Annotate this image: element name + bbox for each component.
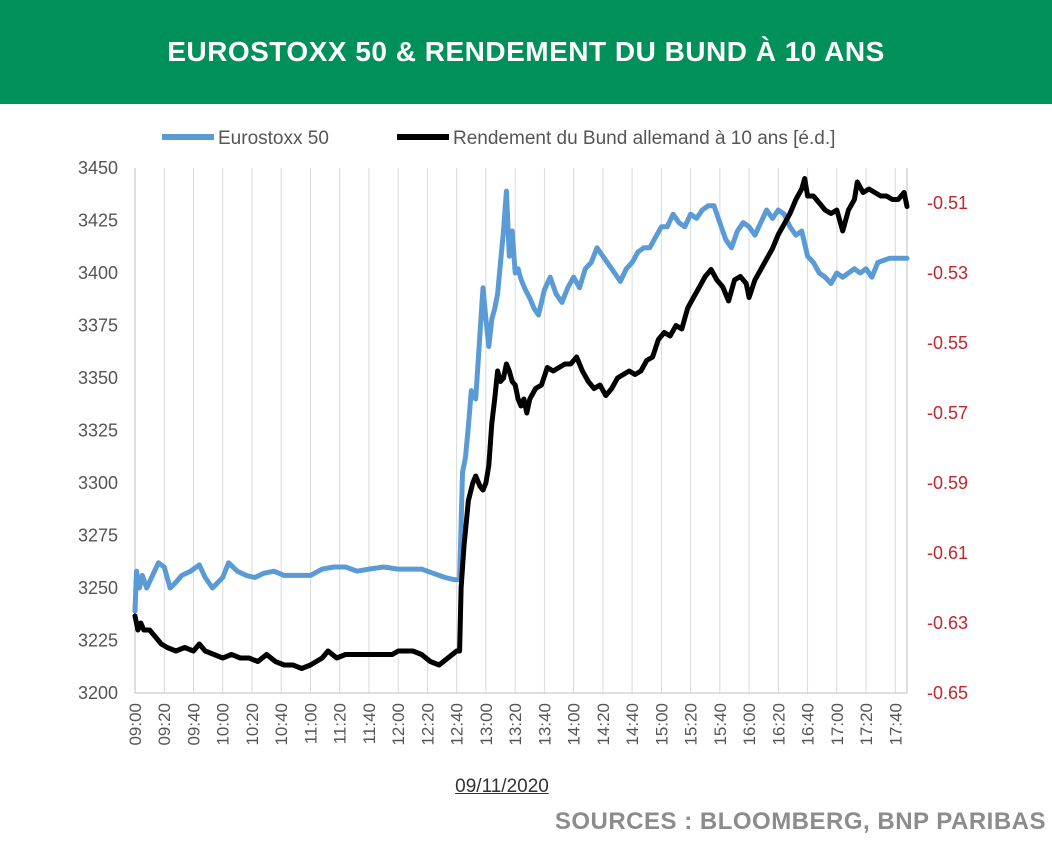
x-tick-label: 12:00	[389, 703, 408, 746]
y-tick-label-right: -0.63	[927, 613, 968, 633]
y-tick-label-left: 3275	[78, 526, 118, 546]
y-tick-label-left: 3375	[78, 316, 118, 336]
x-tick-label: 15:20	[682, 703, 701, 746]
chart: Eurostoxx 50 Rendement du Bund allemand …	[78, 128, 968, 746]
x-tick-label: 10:00	[214, 703, 233, 746]
x-tick-label: 09:20	[155, 703, 174, 746]
x-tick-label: 14:40	[623, 703, 642, 746]
y-tick-label-left: 3200	[78, 683, 118, 703]
x-tick-label: 13:00	[477, 703, 496, 746]
x-tick-label: 10:40	[272, 703, 291, 746]
legend-label-bund: Rendement du Bund allemand à 10 ans [é.d…	[453, 128, 835, 149]
legend: Eurostoxx 50 Rendement du Bund allemand …	[162, 128, 835, 149]
series-line-eurostoxx	[132, 188, 910, 614]
x-tick-label: 13:40	[535, 703, 554, 746]
x-tick-label: 16:20	[769, 703, 788, 746]
x-tick-label: 13:20	[506, 703, 525, 746]
y-tick-label-right: -0.55	[927, 333, 968, 353]
sources-label: SOURCES : BLOOMBERG, BNP PARIBAS	[554, 808, 1046, 835]
x-tick-label: 17:20	[857, 703, 876, 746]
date-label: 09/11/2020	[455, 776, 549, 797]
y-tick-label-right: -0.59	[927, 473, 968, 493]
x-tick-label: 11:00	[301, 703, 320, 744]
x-tick-label: 15:00	[652, 703, 671, 746]
x-tick-label: 12:20	[418, 703, 437, 746]
grid	[134, 168, 896, 693]
axes: 09:00 09:20 09:40 10:00 10:20 10:40 11:00 11:20…	[78, 158, 968, 746]
y-tick-label-right: -0.51	[927, 193, 968, 213]
x-tick-label: 16:00	[740, 703, 759, 746]
y-tick-label-left: 3425	[78, 211, 118, 231]
legend-label-eurostoxx: Eurostoxx 50	[218, 128, 329, 149]
x-tick-label: 11:20	[331, 703, 350, 744]
y-tick-label-left: 3325	[78, 421, 118, 441]
series-line-bund	[132, 176, 910, 671]
y-tick-label-left: 3350	[78, 368, 118, 388]
y-tick-label-left: 3250	[78, 578, 118, 598]
chart-title: EUROSTOXX 50 & RENDEMENT DU BUND À 10 AN…	[167, 36, 885, 67]
x-tick-label: 09:00	[126, 703, 145, 746]
title-banner: EUROSTOXX 50 & RENDEMENT DU BUND À 10 AN…	[0, 0, 1052, 104]
y-tick-label-left: 3400	[78, 263, 118, 283]
y-tick-label-right: -0.65	[927, 683, 968, 703]
x-tick-label: 16:40	[799, 703, 818, 746]
x-tick-label: 09:40	[184, 703, 203, 746]
y-tick-label-left: 3300	[78, 473, 118, 493]
series-group	[132, 176, 910, 671]
x-tick-label: 17:00	[828, 703, 847, 746]
x-tick-label: 14:20	[594, 703, 613, 746]
x-tick-label: 17:40	[886, 703, 905, 746]
y-tick-label-left: 3225	[78, 631, 118, 651]
y-tick-label-right: -0.61	[927, 543, 968, 563]
x-tick-label: 12:40	[448, 703, 467, 746]
y-tick-label-right: -0.53	[927, 263, 968, 283]
x-tick-label: 15:40	[711, 703, 730, 746]
x-tick-label: 11:40	[360, 703, 379, 744]
x-tick-label: 14:00	[565, 703, 584, 746]
x-tick-label: 10:20	[243, 703, 262, 746]
y-tick-label-left: 3450	[78, 158, 118, 178]
y-tick-label-right: -0.57	[927, 403, 968, 423]
